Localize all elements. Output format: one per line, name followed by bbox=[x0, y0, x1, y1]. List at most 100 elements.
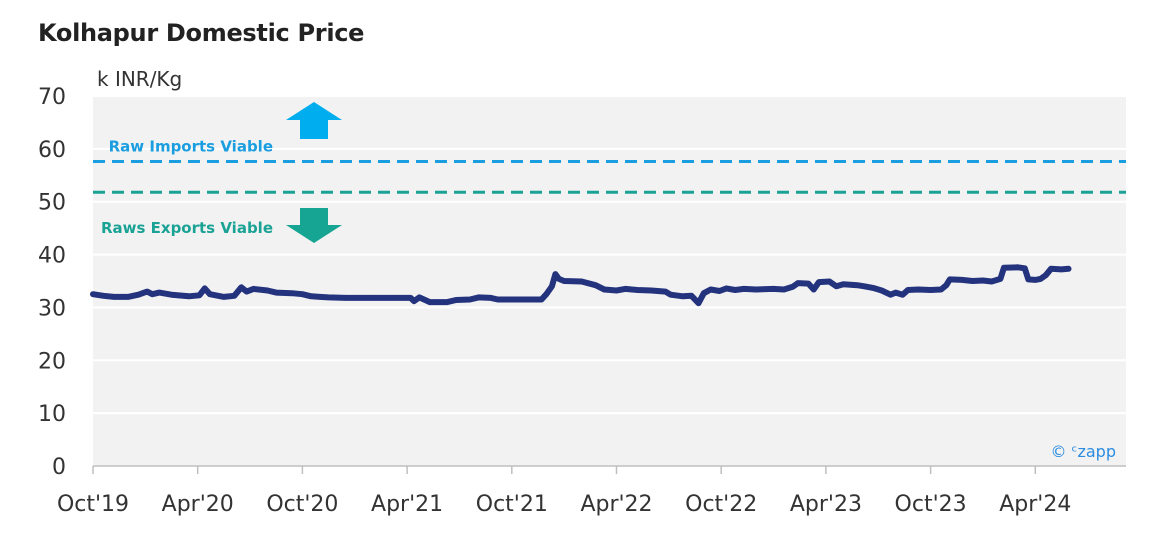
data-point-0-78 bbox=[879, 288, 885, 293]
data-point-0-98 bbox=[1038, 276, 1043, 282]
y-tick-label-20: 20 bbox=[38, 349, 66, 374]
y-tick-label-50: 50 bbox=[38, 191, 66, 216]
y-tick-label-60: 60 bbox=[38, 138, 66, 163]
data-point-0-26 bbox=[369, 295, 375, 301]
data-point-0-85 bbox=[938, 287, 944, 292]
series-layer bbox=[90, 264, 1072, 307]
raw-imports-viable-label: Raw Imports Viable bbox=[109, 138, 273, 156]
data-point-0-43 bbox=[552, 271, 558, 277]
data-point-0-19 bbox=[273, 290, 279, 296]
data-point-0-83 bbox=[915, 287, 921, 292]
y-tick-label-0: 0 bbox=[52, 455, 66, 480]
data-point-0-10 bbox=[196, 292, 202, 298]
data-point-0-71 bbox=[816, 279, 822, 285]
data-point-0-70 bbox=[811, 287, 817, 292]
data-point-0-45 bbox=[561, 278, 567, 284]
data-point-0-22 bbox=[308, 293, 314, 299]
data-point-0-25 bbox=[343, 295, 349, 301]
data-point-0-31 bbox=[427, 299, 433, 305]
data-point-0-64 bbox=[753, 287, 759, 292]
y-tick-label-10: 10 bbox=[38, 402, 66, 427]
data-point-0-2 bbox=[111, 294, 117, 300]
data-point-0-51 bbox=[634, 287, 640, 293]
data-point-0-90 bbox=[980, 278, 986, 283]
data-point-0-40 bbox=[539, 297, 544, 302]
data-point-0-68 bbox=[795, 280, 801, 286]
data-point-0-67 bbox=[790, 284, 796, 290]
data-point-0-97 bbox=[1032, 277, 1038, 283]
data-point-0-1 bbox=[101, 293, 106, 299]
chart-title: Kolhapur Domestic Price bbox=[38, 19, 365, 47]
data-point-0-76 bbox=[861, 283, 867, 289]
data-point-0-41 bbox=[544, 291, 550, 297]
data-point-0-29 bbox=[411, 298, 417, 304]
data-point-0-81 bbox=[900, 292, 906, 298]
data-point-0-58 bbox=[701, 290, 707, 296]
data-point-0-96 bbox=[1025, 276, 1031, 282]
data-point-0-5 bbox=[144, 289, 150, 295]
raws-exports-viable-label: Raws Exports Viable bbox=[101, 219, 273, 237]
data-point-0-11 bbox=[202, 285, 208, 291]
data-point-0-55 bbox=[680, 293, 686, 299]
data-point-0-33 bbox=[453, 297, 459, 303]
data-point-0-15 bbox=[238, 284, 244, 290]
data-point-0-36 bbox=[488, 295, 494, 301]
data-point-0-46 bbox=[579, 279, 585, 284]
data-point-0-102 bbox=[1066, 266, 1071, 272]
data-point-0-27 bbox=[395, 295, 401, 301]
data-point-0-100 bbox=[1048, 266, 1054, 272]
data-point-0-77 bbox=[870, 285, 876, 291]
grid-lines bbox=[93, 95, 1126, 415]
x-tick-label-3: Apr'21 bbox=[371, 492, 443, 517]
y-tick-label-70: 70 bbox=[38, 85, 66, 110]
data-point-0-38 bbox=[509, 297, 515, 302]
data-point-0-53 bbox=[662, 289, 668, 295]
data-point-0-82 bbox=[905, 287, 911, 293]
data-point-0-56 bbox=[689, 293, 694, 299]
data-point-0-35 bbox=[476, 294, 482, 300]
data-point-0-84 bbox=[928, 287, 934, 293]
data-point-0-88 bbox=[959, 277, 965, 283]
data-point-0-79 bbox=[888, 292, 893, 298]
data-point-0-54 bbox=[668, 292, 674, 298]
data-point-0-48 bbox=[601, 287, 607, 292]
data-point-0-8 bbox=[169, 292, 174, 298]
data-point-0-94 bbox=[1015, 264, 1021, 270]
data-point-0-28 bbox=[408, 295, 414, 301]
data-point-0-13 bbox=[221, 294, 227, 300]
data-point-0-20 bbox=[289, 290, 295, 296]
data-point-0-93 bbox=[1001, 265, 1007, 271]
x-tick-label-2: Oct'20 bbox=[266, 492, 338, 517]
data-point-0-7 bbox=[156, 290, 162, 296]
x-tick-label-8: Oct'23 bbox=[895, 492, 967, 517]
data-point-0-66 bbox=[781, 287, 787, 292]
data-point-0-80 bbox=[893, 290, 899, 296]
reference-lines: Raw Imports Viable Raws Exports Viable bbox=[93, 102, 1126, 243]
x-tick-label-9: Apr'24 bbox=[999, 492, 1071, 517]
data-point-0-75 bbox=[854, 282, 860, 288]
data-point-0-86 bbox=[943, 282, 949, 288]
data-point-0-47 bbox=[593, 282, 599, 288]
data-point-0-52 bbox=[648, 288, 654, 293]
y-tick-label-30: 30 bbox=[38, 296, 66, 321]
data-point-0-91 bbox=[989, 279, 995, 284]
y-tick-label-40: 40 bbox=[38, 244, 66, 269]
data-point-0-99 bbox=[1043, 272, 1049, 278]
data-point-0-9 bbox=[186, 293, 192, 299]
arrow-down-icon bbox=[286, 208, 342, 243]
data-point-0-14 bbox=[231, 293, 237, 299]
data-point-0-59 bbox=[708, 287, 714, 292]
data-point-0-89 bbox=[970, 278, 975, 284]
data-point-0-57 bbox=[696, 300, 701, 306]
data-point-0-30 bbox=[416, 294, 422, 300]
data-point-0-34 bbox=[467, 297, 473, 302]
x-tick-label-1: Apr'20 bbox=[162, 492, 234, 517]
data-point-0-65 bbox=[771, 286, 776, 292]
data-point-0-16 bbox=[244, 289, 250, 295]
y-axis-ticks: 0 10 20 30 40 50 60 70 bbox=[38, 85, 66, 480]
data-point-0-17 bbox=[251, 286, 256, 292]
x-tick-label-4: Oct'21 bbox=[476, 492, 548, 517]
data-point-0-87 bbox=[947, 276, 953, 282]
data-point-0-60 bbox=[717, 288, 722, 294]
